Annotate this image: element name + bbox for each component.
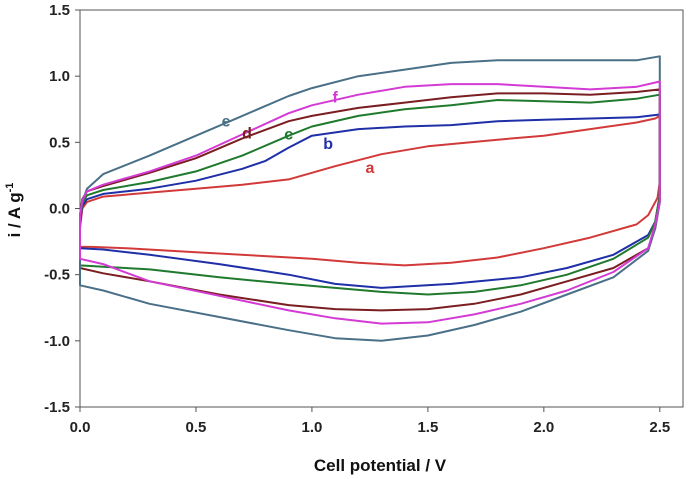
y-axis-title: i / A g-1 — [4, 183, 24, 238]
y-tick-label: 0.0 — [49, 201, 70, 218]
x-tick-label: 0.5 — [186, 419, 207, 436]
y-axis-title-main: i / A g — [5, 192, 24, 237]
y-tick-label: 0.5 — [49, 134, 70, 151]
cv-curve-f — [79, 80, 661, 325]
x-axis-ticks: 0.0 0.5 1.0 1.5 2.0 2.5 — [70, 407, 670, 436]
plot-area — [79, 9, 684, 408]
x-tick-label: 1.5 — [417, 419, 438, 436]
curve-label-b: b — [323, 136, 333, 153]
x-axis-title: Cell potential / V — [314, 456, 447, 475]
y-tick-label: -1.0 — [44, 333, 70, 350]
curve-label-e: e — [222, 113, 231, 130]
curve-label-c: c — [284, 127, 293, 144]
x-tick-label: 2.5 — [649, 419, 670, 436]
curve-labels-group: a b c de f — [222, 90, 375, 177]
cv-curve-e — [79, 55, 661, 342]
curves-group — [79, 55, 661, 342]
x-tick-label: 1.0 — [301, 419, 322, 436]
y-tick-label: 1.0 — [49, 68, 70, 85]
curve-label-d: d — [242, 125, 252, 142]
x-tick-label: 2.0 — [533, 419, 554, 436]
cv-curve-b — [79, 113, 661, 289]
curve-label-f: f — [332, 90, 338, 107]
y-tick-label: -0.5 — [44, 267, 70, 284]
y-tick-label: -1.5 — [44, 399, 70, 416]
curve-label-a: a — [365, 160, 374, 177]
y-axis-ticks: 1.5 1.0 0.5 0.0 -0.5 -1.0 -1.5 — [44, 2, 80, 416]
y-tick-label: 1.5 — [49, 2, 70, 19]
x-tick-label: 0.0 — [70, 419, 91, 436]
y-axis-title-superscript: -1 — [4, 183, 16, 193]
